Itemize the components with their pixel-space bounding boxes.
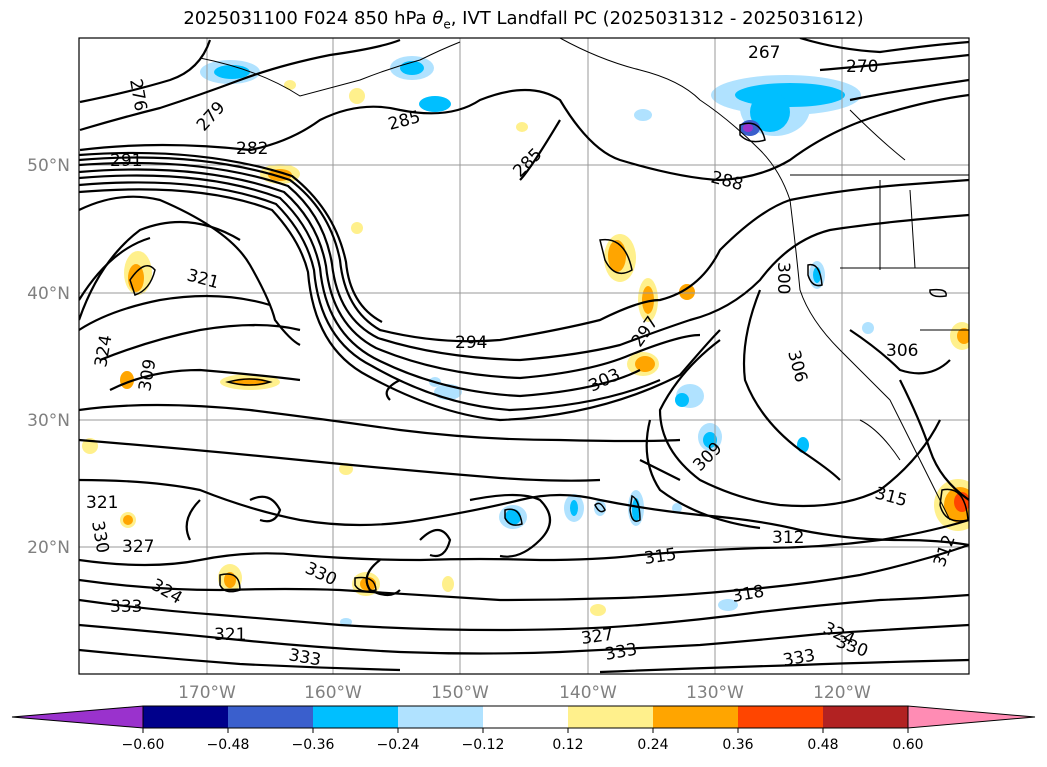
lat-axis: 50°N 40°N 30°N 20°N <box>27 156 70 558</box>
contour-label-315: 315 <box>643 545 678 569</box>
contour-label-294: 294 <box>455 333 487 353</box>
lon-tick: 160°W <box>304 683 362 703</box>
colorbar-extend-low <box>11 705 144 729</box>
lon-axis: 170°W 160°W 150°W 140°W 130°W 120°W <box>178 683 871 703</box>
colorbar-tick-label: 0.60 <box>892 737 923 753</box>
colorbar-extend-high <box>907 705 1036 729</box>
small-contours <box>129 122 969 593</box>
contour-label-327: 327 <box>122 537 154 557</box>
theta-e-contours <box>79 38 969 674</box>
colorbar-bin <box>228 706 313 728</box>
graticule <box>79 38 969 674</box>
colorbar-tick-label: 0.48 <box>807 737 838 753</box>
lon-tick: 170°W <box>178 683 236 703</box>
lon-tick: 140°W <box>559 683 617 703</box>
colorbar-bin <box>823 706 908 728</box>
contour-label-300: 300 <box>773 262 793 294</box>
lat-tick: 40°N <box>27 284 70 304</box>
colorbar-tick-label: 0.24 <box>637 737 668 753</box>
coastlines <box>199 38 969 521</box>
map-panel <box>79 38 969 674</box>
colorbar-bin <box>568 706 653 728</box>
lon-tick: 130°W <box>686 683 744 703</box>
map-title: 2025031100 F024 850 hPa θe, IVT Landfall… <box>183 8 864 32</box>
contour-label-282: 282 <box>236 139 268 159</box>
lon-tick: 150°W <box>431 683 489 703</box>
colorbar-bin <box>483 706 568 728</box>
colorbar-bin <box>738 706 823 728</box>
colorbar-bin <box>398 706 483 728</box>
colorbar-tick-label: −0.12 <box>462 737 505 753</box>
colorbar-tick-label: −0.36 <box>292 737 335 753</box>
colorbar: −0.60 −0.48 −0.36 −0.24 −0.12 0.12 0.24 0.36 0.4… <box>11 705 1036 753</box>
contour-label-321-c: 321 <box>214 625 246 645</box>
colorbar-tick-label: −0.24 <box>377 737 420 753</box>
contour-label-270: 270 <box>846 57 878 77</box>
lat-tick: 20°N <box>27 538 70 558</box>
colorbar-tick-label: 0.36 <box>722 737 753 753</box>
contour-label-327-b: 327 <box>580 625 615 649</box>
colorbar-bin <box>313 706 398 728</box>
contour-label-321-b: 321 <box>86 493 118 513</box>
colorbar-frame <box>142 705 909 729</box>
contour-label-333: 333 <box>110 597 142 617</box>
contour-label-306-b: 306 <box>886 341 918 361</box>
lat-tick: 30°N <box>27 411 70 431</box>
contour-label-312: 312 <box>772 528 804 548</box>
colorbar-tick-label: −0.48 <box>207 737 250 753</box>
contour-label-291: 291 <box>110 151 142 171</box>
colorbar-tick-label: 0.12 <box>552 737 583 753</box>
contour-label-267: 267 <box>748 43 780 63</box>
colorbar-bin <box>143 706 228 728</box>
lon-tick: 120°W <box>813 683 871 703</box>
colorbar-tick-label: −0.60 <box>122 737 165 753</box>
map-frame <box>78 37 970 675</box>
colorbar-bin <box>653 706 738 728</box>
lat-tick: 50°N <box>27 156 70 176</box>
